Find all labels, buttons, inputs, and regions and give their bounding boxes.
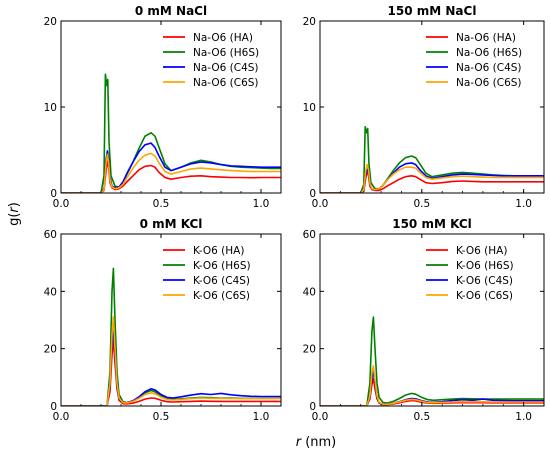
- x-tick-label: 0.0: [53, 198, 70, 210]
- y-tick-label: 20: [303, 344, 316, 356]
- y-tick-label: 60: [44, 229, 57, 241]
- x-tick-label: 0.0: [53, 411, 70, 423]
- series-line-2: [320, 316, 544, 406]
- y-tick-label: 10: [303, 102, 316, 114]
- legend: K-O6 (HA) K-O6 (H6S) K-O6 (C4S) K-O6 (C6S): [426, 245, 514, 302]
- legend-label: Na-O6 (HA): [193, 32, 253, 44]
- legend-label: Na-O6 (H6S): [456, 47, 522, 59]
- y-tick-label: 40: [44, 286, 57, 298]
- y-axis-label-var: r: [7, 206, 22, 213]
- panel-title: 150 mM NaCl: [388, 4, 477, 18]
- x-tick-label: 1.0: [515, 198, 532, 210]
- x-axis-label-unit: (nm): [301, 435, 336, 450]
- y-tick-label: 0: [309, 188, 316, 200]
- legend-label: Na-O6 (C6S): [193, 77, 259, 89]
- legend-label: K-O6 (C4S): [456, 275, 513, 287]
- legend-label: K-O6 (HA): [193, 245, 244, 257]
- y-tick-label: 60: [303, 229, 316, 241]
- y-axis-label: g(r): [7, 202, 22, 226]
- series-line-1: [320, 377, 544, 406]
- y-tick-label: 0: [50, 401, 57, 413]
- x-tick-label: 0.5: [153, 411, 170, 423]
- y-axis-label-prefix: g(: [7, 213, 22, 226]
- legend-label: Na-O6 (C4S): [456, 62, 522, 74]
- legend: K-O6 (HA) K-O6 (H6S) K-O6 (C4S) K-O6 (C6S): [163, 245, 251, 302]
- legend-label: K-O6 (C4S): [193, 275, 250, 287]
- series-line-4: [61, 152, 281, 193]
- legend: Na-O6 (HA) Na-O6 (H6S) Na-O6 (C4S) Na-O6 (C…: [163, 32, 259, 89]
- legend-label: K-O6 (H6S): [456, 260, 514, 272]
- legend-label: Na-O6 (C4S): [193, 62, 259, 74]
- legend-label: K-O6 (C6S): [193, 290, 250, 302]
- series-line-4: [320, 365, 544, 406]
- series-lines: [61, 73, 281, 193]
- y-tick-label: 20: [303, 16, 316, 28]
- legend: Na-O6 (HA) Na-O6 (H6S) Na-O6 (C4S) Na-O6 (C…: [426, 32, 522, 89]
- y-tick-label: 10: [44, 102, 57, 114]
- x-tick-label: 1.0: [253, 411, 270, 423]
- x-tick-label: 0.5: [413, 411, 430, 423]
- plot-frame: [319, 233, 545, 407]
- legend-label: Na-O6 (H6S): [193, 47, 259, 59]
- y-tick-label: 0: [309, 401, 316, 413]
- y-tick-label: 0: [50, 188, 57, 200]
- x-tick-label: 1.0: [515, 411, 532, 423]
- series-line-4: [320, 163, 544, 193]
- legend-label: K-O6 (H6S): [193, 260, 251, 272]
- x-axis-label: r (nm): [296, 435, 337, 450]
- x-tick-label: 0.0: [312, 198, 329, 210]
- y-tick-label: 20: [44, 344, 57, 356]
- legend-label: K-O6 (HA): [456, 245, 507, 257]
- panel-title: 0 mM NaCl: [135, 4, 207, 18]
- legend-label: Na-O6 (C6S): [456, 77, 522, 89]
- series-lines: [61, 267, 281, 406]
- series-lines: [320, 316, 544, 406]
- x-tick-label: 1.0: [253, 198, 270, 210]
- legend-label: Na-O6 (HA): [456, 32, 516, 44]
- panel-title: 0 mM KCl: [140, 217, 203, 231]
- x-tick-label: 0.0: [312, 411, 329, 423]
- series-line-2: [61, 73, 281, 193]
- legend-label: K-O6 (C6S): [456, 290, 513, 302]
- y-tick-label: 40: [303, 286, 316, 298]
- series-lines: [320, 126, 544, 193]
- plot-frame: [60, 233, 282, 407]
- x-tick-label: 0.5: [153, 198, 170, 210]
- series-line-1: [320, 170, 544, 193]
- x-tick-label: 0.5: [413, 198, 430, 210]
- y-axis-label-suffix: ): [7, 202, 22, 207]
- y-tick-label: 20: [44, 16, 57, 28]
- panel-title: 150 mM KCl: [392, 217, 472, 231]
- series-line-3: [61, 327, 281, 406]
- x-axis-label-var: r: [296, 435, 303, 450]
- series-line-4: [61, 316, 281, 406]
